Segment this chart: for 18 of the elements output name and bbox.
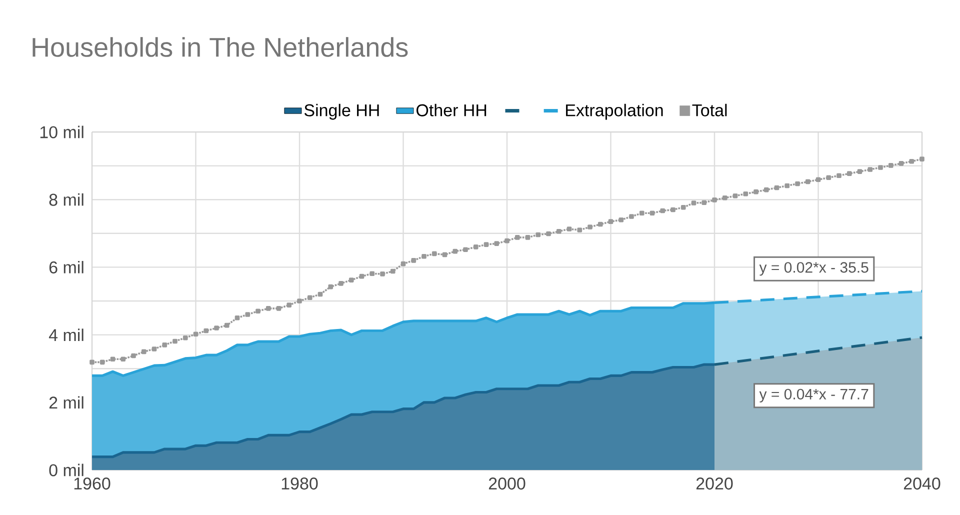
x-tick-label: 1960 [74, 478, 110, 490]
legend-label: Extrapolation [566, 104, 663, 120]
legend-label: Single HH [304, 104, 379, 120]
legend-label: Other HH [416, 104, 486, 116]
x-tick-label: 2000 [488, 478, 526, 490]
x-tick-label: 2040 [904, 478, 940, 490]
annotation: y = 0.02*x - 35.5 [759, 262, 868, 276]
y-tick-label: 0 mil [49, 464, 84, 476]
y-tick-label: 4 mil [48, 328, 84, 341]
legend-label: Total [692, 104, 727, 116]
y-tick-label: 10 mil [40, 126, 84, 138]
y-tick-label: 6 mil [49, 260, 84, 274]
y-tick-label: 2 mil [49, 396, 84, 409]
x-tick-label: 2020 [696, 478, 733, 490]
chart-title: Households in The Netherlands [32, 37, 408, 57]
y-tick-label: 8 mil [49, 193, 84, 206]
annotation: y = 0.04*x - 77.7 [759, 388, 868, 402]
x-tick-label: 1980 [282, 478, 318, 490]
